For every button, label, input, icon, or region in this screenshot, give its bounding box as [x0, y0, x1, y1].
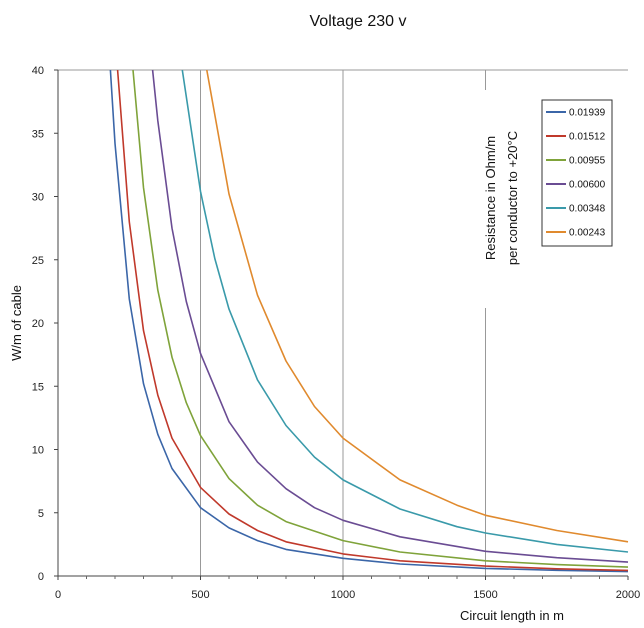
legend-title-line-2: per conductor to +20°C	[505, 131, 520, 265]
series-lines	[109, 69, 629, 573]
y-tick-label-35: 35	[32, 128, 44, 140]
chart-title: Voltage 230 v	[310, 13, 407, 30]
y-tick-label-0: 0	[38, 571, 44, 583]
x-tick-label-2000: 2000	[616, 589, 640, 601]
legend-label-0.01939: 0.01939	[569, 108, 606, 119]
legend-label-0.00600: 0.00600	[569, 180, 606, 191]
legend-label-0.00243: 0.00243	[569, 228, 606, 239]
y-tick-label-40: 40	[32, 65, 44, 77]
x-tick-label-500: 500	[191, 589, 209, 601]
legend-label-0.00348: 0.00348	[569, 204, 606, 215]
axis-ticks: 0 5 10 15 20 25 30 35 40 0 500 1000 1500 2000	[32, 65, 640, 601]
y-tick-label-30: 30	[32, 192, 44, 204]
x-tick-label-1500: 1500	[473, 589, 497, 601]
series-line-0.00600	[151, 69, 629, 563]
side-note-background	[480, 90, 534, 308]
series-line-0.00243	[206, 69, 629, 543]
series-line-0.00955	[132, 69, 629, 568]
y-tick-label-10: 10	[32, 445, 44, 457]
series-line-0.00348	[181, 69, 629, 553]
x-axis-label: Circuit length in m	[460, 608, 564, 623]
legend-label-0.00955: 0.00955	[569, 156, 606, 167]
legend-label-0.01512: 0.01512	[569, 132, 606, 143]
legend-title-line-1: Resistance in Ohm/m	[483, 136, 498, 260]
y-tick-label-5: 5	[38, 508, 44, 520]
series-line-0.01512	[116, 69, 629, 572]
y-tick-label-20: 20	[32, 318, 44, 330]
x-tick-label-0: 0	[55, 589, 61, 601]
y-axis-label: W/m of cable	[9, 285, 24, 361]
y-tick-label-15: 15	[32, 381, 44, 393]
x-tick-label-1000: 1000	[331, 589, 355, 601]
series-line-0.01939	[109, 69, 629, 573]
legend: 0.01939 0.01512 0.00955 0.00600 0.00348 0.002…	[541, 99, 613, 247]
legend-box	[541, 99, 613, 247]
y-tick-label-25: 25	[32, 255, 44, 267]
